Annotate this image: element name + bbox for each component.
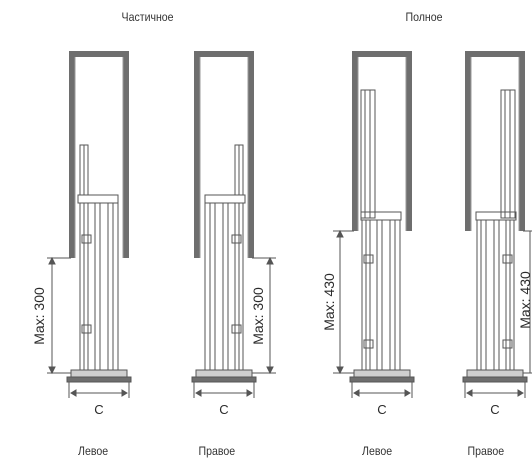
drawer-base <box>66 369 132 398</box>
slide-mechanism <box>360 89 402 370</box>
width-label: C <box>94 402 103 417</box>
group-title-partial: Частичное <box>121 10 174 24</box>
dimension-max: Max: 300 <box>250 256 276 375</box>
dimension-c: C <box>195 389 253 417</box>
cabinet-frame <box>465 51 525 231</box>
max-label: Max: 300 <box>250 287 266 345</box>
dimension-c: C <box>353 389 411 417</box>
width-label: C <box>219 402 228 417</box>
slide-mechanism <box>475 89 517 370</box>
dimension-c: C <box>466 389 524 417</box>
diagram-full-right: C Max: 430 <box>462 51 532 417</box>
cabinet-frame <box>194 51 254 258</box>
max-label: Max: 300 <box>31 287 47 345</box>
cabinet-frame <box>69 51 129 258</box>
max-label: Max: 430 <box>321 273 337 331</box>
diagram-partial-left: C Max: 300 <box>31 51 132 417</box>
dimension-c: C <box>70 389 128 417</box>
dimension-max: Max: 430 <box>321 229 354 375</box>
width-label: C <box>490 402 499 417</box>
group-title-full: Полное <box>405 10 443 24</box>
diagram-partial-right: C Max: 300 <box>191 51 276 417</box>
drawer-base <box>349 369 415 398</box>
slide-mechanism <box>77 144 119 370</box>
cabinet-frame <box>352 51 412 231</box>
slide-mechanism <box>204 144 246 370</box>
width-label: C <box>377 402 386 417</box>
variant-label-full-right: Правое <box>467 444 505 458</box>
drawer-base <box>462 369 528 398</box>
variant-label-partial-right: Правое <box>198 444 236 458</box>
max-label: Max: 430 <box>517 271 532 329</box>
dimension-max: Max: 300 <box>31 256 71 375</box>
dimension-max: Max: 430 <box>517 230 532 374</box>
variant-label-full-left: Левое <box>362 444 393 458</box>
diagram-full-left: C Max: 430 <box>321 51 415 417</box>
drawer-base <box>191 369 257 398</box>
variant-label-partial-left: Левое <box>78 444 109 458</box>
